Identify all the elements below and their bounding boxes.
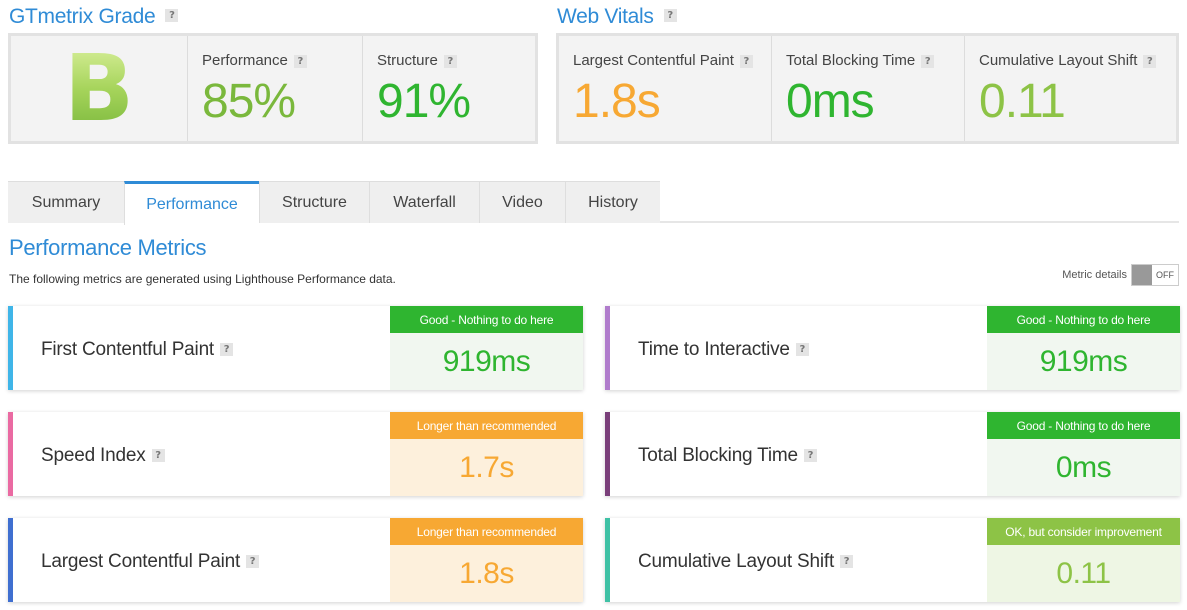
cls-value: 0.11 <box>979 75 1066 128</box>
tab-bar: Summary Performance Structure Waterfall … <box>8 181 660 225</box>
metric-name: Largest Contentful Paint? <box>41 551 260 573</box>
help-icon[interactable]: ? <box>1143 54 1157 68</box>
metric-score: Good - Nothing to do here 919ms <box>390 306 583 390</box>
metric-status-badge: OK, but consider improvement <box>987 518 1180 545</box>
toggle-knob <box>1132 265 1152 285</box>
metric-status-badge: Good - Nothing to do here <box>390 306 583 333</box>
metric-status-badge: Longer than recommended <box>390 412 583 439</box>
metric-details-label: Metric details <box>1062 269 1127 281</box>
metric-score: Good - Nothing to do here 0ms <box>987 412 1180 496</box>
metric-value: 0ms <box>987 439 1180 496</box>
gtmetrix-grade-title: GTmetrix Grade? <box>9 5 179 29</box>
metric-card-largest-contentful-paint: Largest Contentful Paint? Longer than re… <box>8 518 583 602</box>
gtmetrix-grade-title-text: GTmetrix Grade <box>9 5 156 28</box>
tab-structure[interactable]: Structure <box>259 181 369 223</box>
metric-name-text: Time to Interactive <box>638 339 790 360</box>
tab-performance[interactable]: Performance <box>124 181 259 225</box>
tbt-label: Total Blocking Time? <box>786 52 935 69</box>
tab-summary[interactable]: Summary <box>8 181 124 223</box>
metric-value: 0.11 <box>987 545 1180 602</box>
metric-value: 1.7s <box>390 439 583 496</box>
cls-cell: Cumulative Layout Shift? 0.11 <box>964 36 1176 141</box>
tbt-value: 0ms <box>786 75 875 128</box>
metric-name-text: Cumulative Layout Shift <box>638 551 835 572</box>
web-vitals-title-text: Web Vitals <box>557 5 654 28</box>
section-description: The following metrics are generated usin… <box>9 272 396 286</box>
web-vitals-title: Web Vitals? <box>557 5 677 29</box>
metric-value: 919ms <box>987 333 1180 390</box>
lcp-label-text: Largest Contentful Paint <box>573 52 734 69</box>
help-icon[interactable]: ? <box>151 449 165 463</box>
structure-label-text: Structure <box>377 52 438 69</box>
metric-card-first-contentful-paint: First Contentful Paint? Good - Nothing t… <box>8 306 583 390</box>
metric-status-badge: Good - Nothing to do here <box>987 412 1180 439</box>
metric-value: 1.8s <box>390 545 583 602</box>
help-icon[interactable]: ? <box>663 8 677 22</box>
help-icon[interactable]: ? <box>803 449 817 463</box>
help-icon[interactable]: ? <box>443 54 457 68</box>
grade-box: B Performance? 85% Structure? 91% <box>8 33 538 144</box>
performance-label: Performance? <box>202 52 307 69</box>
metric-card-time-to-interactive: Time to Interactive? Good - Nothing to d… <box>605 306 1180 390</box>
web-vitals-box: Largest Contentful Paint? 1.8s Total Blo… <box>556 33 1179 144</box>
metric-score: Longer than recommended 1.7s <box>390 412 583 496</box>
tab-history[interactable]: History <box>565 181 660 223</box>
grade-cell: B <box>11 36 187 141</box>
help-icon[interactable]: ? <box>795 343 809 357</box>
performance-value: 85% <box>202 75 296 128</box>
metric-color-bar <box>8 306 13 390</box>
cls-label: Cumulative Layout Shift? <box>979 52 1157 69</box>
tab-video[interactable]: Video <box>479 181 565 223</box>
metric-card-cumulative-layout-shift: Cumulative Layout Shift? OK, but conside… <box>605 518 1180 602</box>
metric-color-bar <box>8 518 13 602</box>
metric-color-bar <box>605 412 610 496</box>
metric-details: Metric details OFF <box>1062 264 1179 286</box>
section-title: Performance Metrics <box>9 235 207 260</box>
metric-score: Longer than recommended 1.8s <box>390 518 583 602</box>
metric-status-badge: Longer than recommended <box>390 518 583 545</box>
metric-card-speed-index: Speed Index? Longer than recommended 1.7… <box>8 412 583 496</box>
metric-details-toggle[interactable]: OFF <box>1131 264 1179 286</box>
metric-score: Good - Nothing to do here 919ms <box>987 306 1180 390</box>
metric-name: Cumulative Layout Shift? <box>638 551 854 573</box>
metric-color-bar <box>605 306 610 390</box>
metric-score: OK, but consider improvement 0.11 <box>987 518 1180 602</box>
tbt-cell: Total Blocking Time? 0ms <box>771 36 964 141</box>
help-icon[interactable]: ? <box>165 8 179 22</box>
cls-label-text: Cumulative Layout Shift <box>979 52 1138 69</box>
tab-waterfall[interactable]: Waterfall <box>369 181 479 223</box>
metric-color-bar <box>605 518 610 602</box>
help-icon[interactable]: ? <box>246 555 260 569</box>
metric-value: 919ms <box>390 333 583 390</box>
metric-status-badge: Good - Nothing to do here <box>987 306 1180 333</box>
help-icon[interactable]: ? <box>921 54 935 68</box>
metric-name-text: Largest Contentful Paint <box>41 551 241 572</box>
help-icon[interactable]: ? <box>739 54 753 68</box>
metric-name-text: Speed Index <box>41 445 146 466</box>
structure-cell: Structure? 91% <box>362 36 535 141</box>
help-icon[interactable]: ? <box>220 343 234 357</box>
performance-cell: Performance? 85% <box>187 36 362 141</box>
lcp-value: 1.8s <box>573 75 661 128</box>
lcp-label: Largest Contentful Paint? <box>573 52 753 69</box>
lcp-cell: Largest Contentful Paint? 1.8s <box>559 36 771 141</box>
metric-color-bar <box>8 412 13 496</box>
performance-label-text: Performance <box>202 52 288 69</box>
metric-name: Speed Index? <box>41 445 165 467</box>
metric-name: Total Blocking Time? <box>638 445 817 467</box>
metric-card-total-blocking-time: Total Blocking Time? Good - Nothing to d… <box>605 412 1180 496</box>
metric-name: Time to Interactive? <box>638 339 809 361</box>
help-icon[interactable]: ? <box>840 555 854 569</box>
toggle-state: OFF <box>1156 270 1174 280</box>
metric-name-text: First Contentful Paint <box>41 339 215 360</box>
help-icon[interactable]: ? <box>293 54 307 68</box>
metric-name: First Contentful Paint? <box>41 339 234 361</box>
structure-value: 91% <box>377 75 471 128</box>
tbt-label-text: Total Blocking Time <box>786 52 916 69</box>
grade-letter: B <box>63 34 135 142</box>
metric-name-text: Total Blocking Time <box>638 445 798 466</box>
structure-label: Structure? <box>377 52 457 69</box>
